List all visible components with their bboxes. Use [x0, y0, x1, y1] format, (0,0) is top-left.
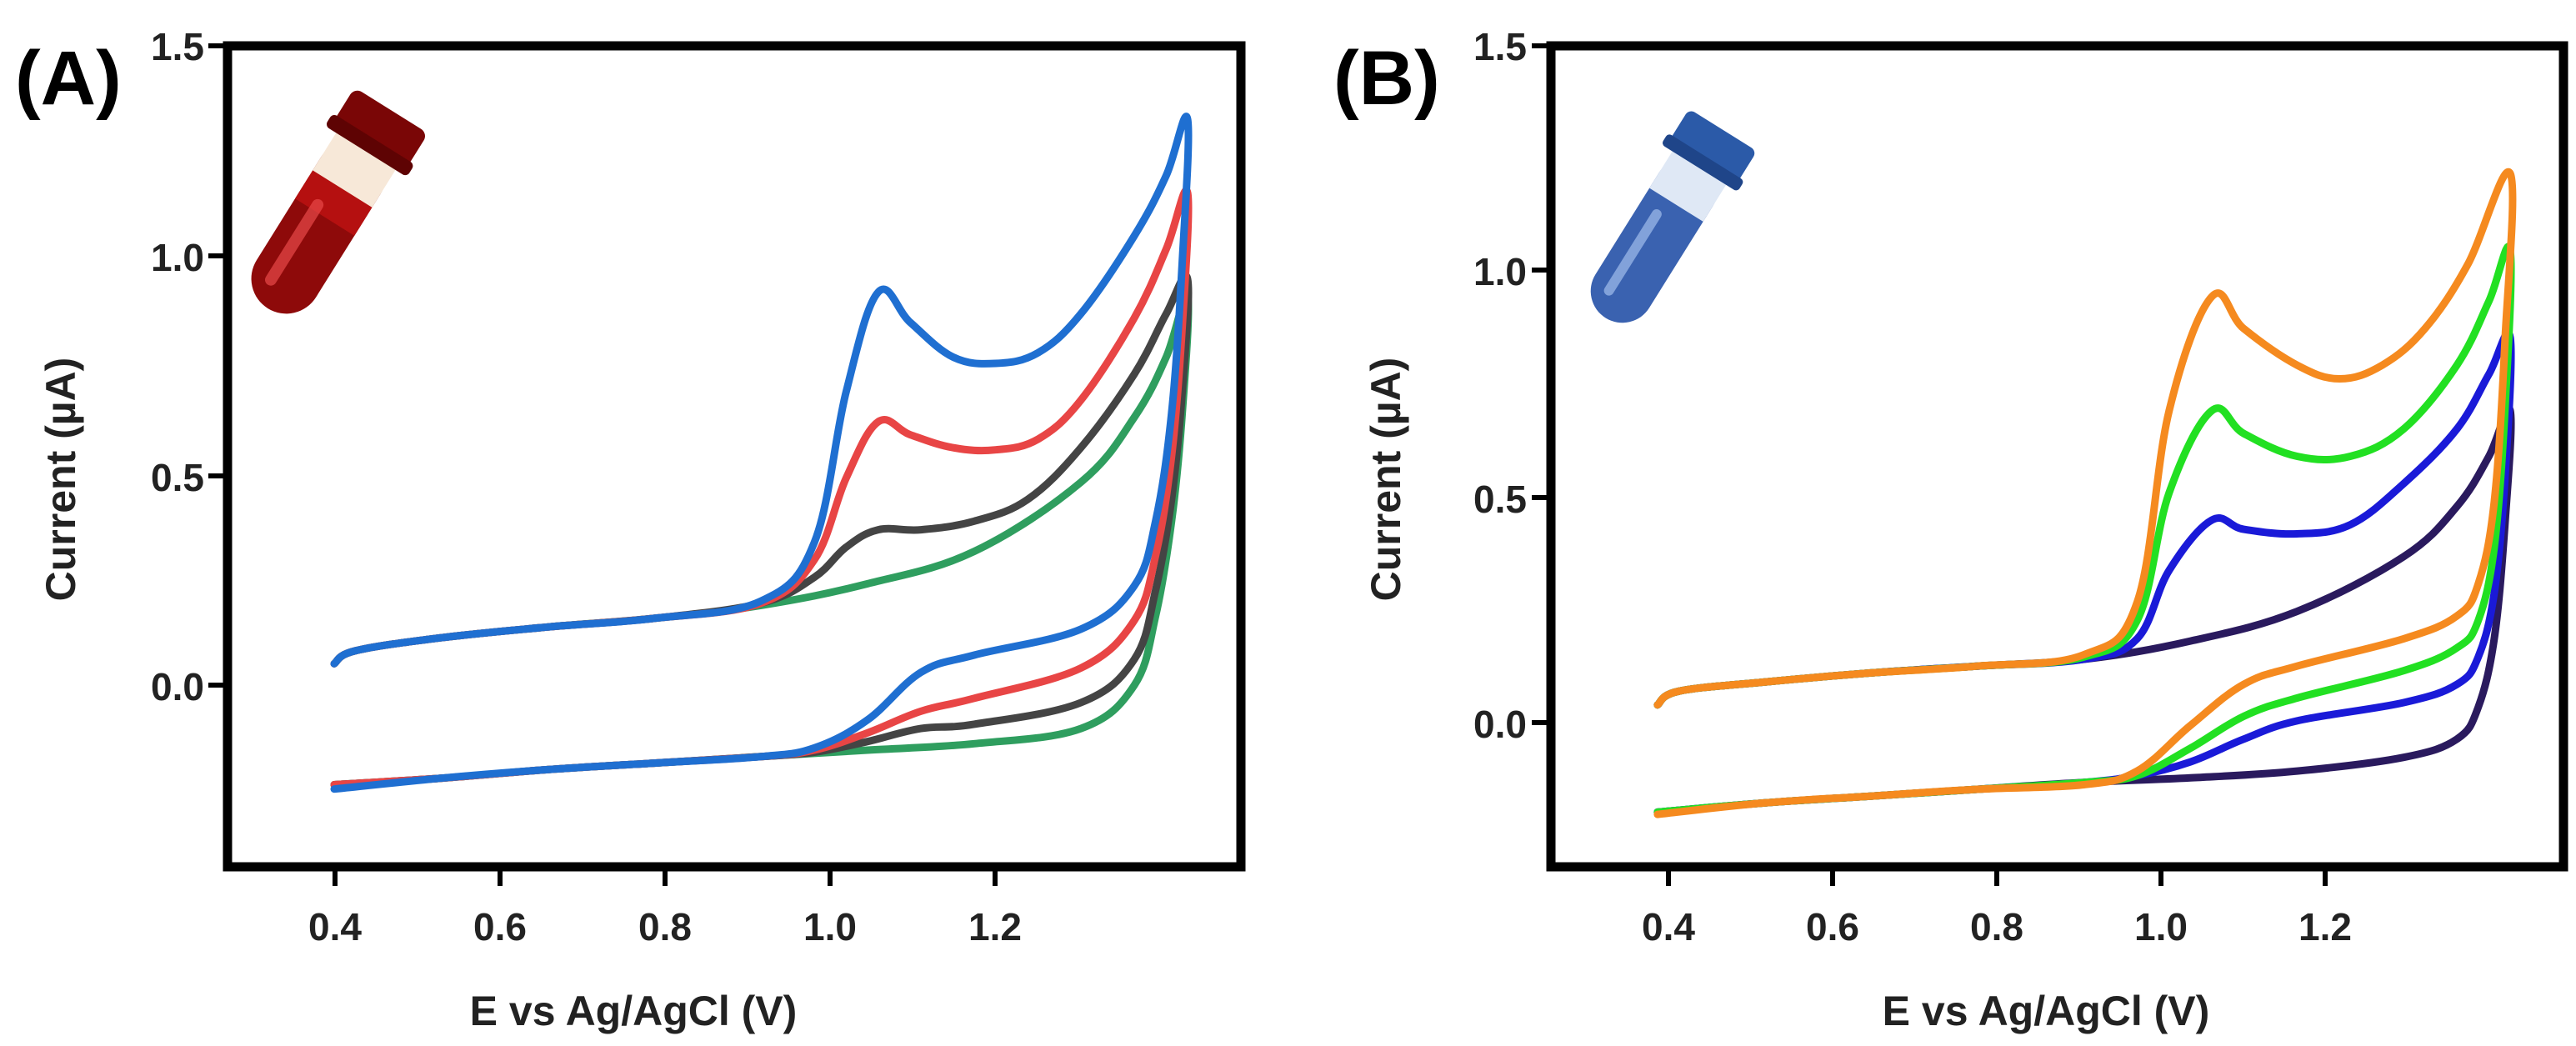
y-tick-labels-a: 0.0 0.5 1.0 1.5 — [151, 25, 204, 708]
cv-curve-series-4 — [1653, 168, 2517, 818]
panel-label-b: (B) — [1333, 36, 1440, 121]
y-tick-label: 1.0 — [1473, 250, 1527, 293]
red-blood-tube-icon — [251, 90, 425, 314]
cv-curve-series-4 — [330, 113, 1193, 793]
y-tick-label: 1.0 — [151, 236, 204, 279]
x-tick-label: 0.6 — [473, 905, 527, 948]
plot-frame-b — [1546, 41, 2568, 872]
cv-curve-series-2 — [330, 272, 1193, 788]
y-axis-title-b: Current (µA) — [1363, 358, 1409, 602]
y-tick-label: 1.5 — [1473, 25, 1527, 68]
y-tick-label: 0.5 — [1473, 478, 1527, 521]
x-tick-label: 0.6 — [1806, 905, 1859, 948]
x-tick-labels-a: 0.4 0.6 0.8 1.0 1.2 — [308, 905, 1022, 948]
cv-curve-series-1 — [1653, 404, 2515, 816]
panel-a: (A) Current (µA) E vs Ag/AgCl (V) 0.0 0.… — [15, 25, 1246, 1034]
x-axis-title-b: E vs Ag/AgCl (V) — [1883, 988, 2210, 1034]
y-axis-title-a: Current (µA) — [38, 358, 84, 602]
cv-curve-series-3 — [1653, 243, 2515, 816]
y-tick-labels-b: 0.0 0.5 1.0 1.5 — [1473, 25, 1527, 746]
plot-area-b — [1653, 168, 2517, 818]
panel-b: (B) Current (µA) E vs Ag/AgCl (V) 0.0 0.… — [1333, 25, 2568, 1034]
blue-sample-tube-icon — [1590, 111, 1755, 323]
y-tick-label: 0.0 — [151, 665, 204, 708]
x-tick-label: 1.2 — [968, 905, 1022, 948]
plot-area-a — [330, 113, 1193, 793]
cv-curve-series-3 — [330, 186, 1193, 788]
x-tick-label: 1.0 — [2134, 905, 2188, 948]
x-axis-title-a: E vs Ag/AgCl (V) — [470, 988, 798, 1034]
y-tick-label: 0.0 — [1473, 703, 1527, 746]
x-tick-label: 1.2 — [2298, 905, 2352, 948]
y-tick-label: 1.5 — [151, 25, 204, 68]
x-tick-label: 0.4 — [1642, 905, 1695, 948]
x-tick-label: 0.8 — [1970, 905, 2023, 948]
plot-frame-a — [223, 41, 1246, 872]
panel-label-a: (A) — [15, 36, 122, 121]
x-tick-label: 1.0 — [803, 905, 857, 948]
x-tick-labels-b: 0.4 0.6 0.8 1.0 1.2 — [1642, 905, 2352, 948]
x-tick-label: 0.8 — [638, 905, 692, 948]
x-tick-label: 0.4 — [308, 905, 362, 948]
y-tick-label: 0.5 — [151, 456, 204, 499]
